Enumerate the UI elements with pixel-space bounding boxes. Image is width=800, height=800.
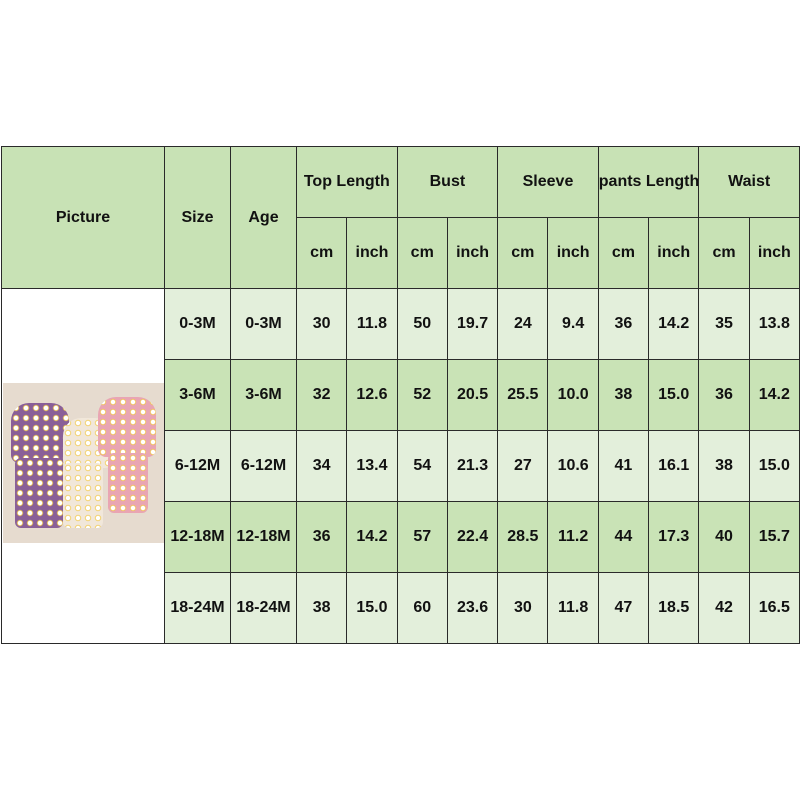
table-row: 12-18M 12-18M 36 14.2 57 22.4 28.5 11.2 44 17.3 40… (2, 501, 800, 573)
size-cell: 0-3M (164, 288, 231, 360)
header-unit-inch: inch (446, 217, 499, 289)
header-sleeve: Sleeve (497, 146, 599, 218)
measurement-cell: 38 (597, 359, 650, 431)
measurement-cell: 36 (295, 501, 348, 573)
header-waist: Waist (698, 146, 800, 218)
header-bust: Bust (396, 146, 499, 218)
measurement-cell: 11.2 (547, 501, 599, 573)
measurement-cell: 40 (698, 501, 750, 573)
measurement-cell: 10.6 (547, 430, 599, 502)
measurement-cell: 42 (698, 572, 750, 644)
measurement-cell: 50 (396, 288, 448, 360)
measurement-cell: 14.2 (346, 501, 398, 573)
measurement-cell: 14.2 (748, 359, 800, 431)
measurement-cell: 15.0 (748, 430, 800, 502)
age-cell: 0-3M (230, 288, 297, 360)
header-unit-cm: cm (698, 217, 750, 289)
table-row: 3-6M 3-6M 32 12.6 52 20.5 25.5 10.0 38 15.0 36 14.2 (2, 359, 800, 431)
measurement-cell: 22.4 (446, 501, 499, 573)
measurement-cell: 15.0 (346, 572, 398, 644)
measurement-cell: 20.5 (446, 359, 499, 431)
measurement-cell: 9.4 (547, 288, 599, 360)
measurement-cell: 14.2 (648, 288, 700, 360)
age-cell: 12-18M (230, 501, 297, 573)
measurement-cell: 11.8 (346, 288, 398, 360)
measurement-cell: 38 (698, 430, 750, 502)
measurement-cell: 36 (597, 288, 650, 360)
measurement-cell: 15.0 (648, 359, 700, 431)
header-unit-cm: cm (497, 217, 549, 289)
size-chart-table: Picture Size Age Top Length Bust Sleeve … (1, 146, 800, 644)
measurement-cell: 27 (497, 430, 549, 502)
measurement-cell: 32 (295, 359, 348, 431)
measurement-cell: 12.6 (346, 359, 398, 431)
measurement-cell: 36 (698, 359, 750, 431)
measurement-cell: 13.8 (748, 288, 800, 360)
product-photo (3, 383, 164, 543)
measurement-cell: 13.4 (346, 430, 398, 502)
measurement-cell: 17.3 (648, 501, 700, 573)
header-top-length: Top Length (296, 146, 398, 218)
measurement-cell: 57 (396, 501, 448, 573)
measurement-cell: 16.1 (648, 430, 700, 502)
measurement-cell: 23.6 (446, 572, 499, 644)
product-picture-cell (1, 288, 165, 644)
measurement-cell: 41 (597, 430, 650, 502)
size-cell: 12-18M (164, 501, 231, 573)
measurement-cell: 15.7 (748, 501, 800, 573)
age-cell: 6-12M (230, 430, 297, 502)
header-unit-inch: inch (748, 217, 800, 289)
measurement-cell: 60 (396, 572, 448, 644)
age-cell: 18-24M (230, 572, 297, 644)
table-row: 0-3M 0-3M 30 11.8 50 19.7 24 9.4 36 14.2 35 13.8 (1, 288, 800, 644)
header-unit-cm: cm (295, 217, 348, 289)
header-pants-length: pants Length (597, 146, 700, 218)
size-cell: 18-24M (164, 572, 231, 644)
measurement-cell: 30 (497, 572, 549, 644)
header-unit-cm: cm (396, 217, 448, 289)
measurement-cell: 54 (396, 430, 448, 502)
measurement-cell: 30 (295, 288, 348, 360)
measurement-cell: 11.8 (547, 572, 599, 644)
measurement-cell: 47 (597, 572, 650, 644)
age-cell: 3-6M (230, 359, 297, 431)
header-unit-inch: inch (346, 217, 398, 289)
measurement-cell: 38 (295, 572, 348, 644)
header-unit-inch: inch (648, 217, 700, 289)
header-picture: Picture (1, 146, 165, 289)
measurement-cell: 24 (497, 288, 549, 360)
header-age: Age (230, 146, 297, 289)
measurement-cell: 34 (295, 430, 348, 502)
measurement-cell: 44 (597, 501, 650, 573)
table-row: 18-24M 18-24M 38 15.0 60 23.6 30 11.8 47 18.5 42 16… (2, 572, 800, 644)
size-cell: 3-6M (164, 359, 231, 431)
measurement-cell: 52 (396, 359, 448, 431)
header-size: Size (164, 146, 231, 289)
measurement-cell: 28.5 (497, 501, 549, 573)
header-unit-inch: inch (547, 217, 599, 289)
measurement-cell: 21.3 (446, 430, 499, 502)
measurement-cell: 18.5 (648, 572, 700, 644)
header-unit-cm: cm (597, 217, 650, 289)
measurement-cell: 10.0 (547, 359, 599, 431)
table-row: 6-12M 6-12M 34 13.4 54 21.3 27 10.6 41 16.1 38 15.0 (2, 430, 800, 502)
measurement-cell: 25.5 (497, 359, 549, 431)
measurement-cell: 19.7 (446, 288, 499, 360)
measurement-cell: 16.5 (748, 572, 800, 644)
size-cell: 6-12M (164, 430, 231, 502)
measurement-cell: 35 (698, 288, 750, 360)
